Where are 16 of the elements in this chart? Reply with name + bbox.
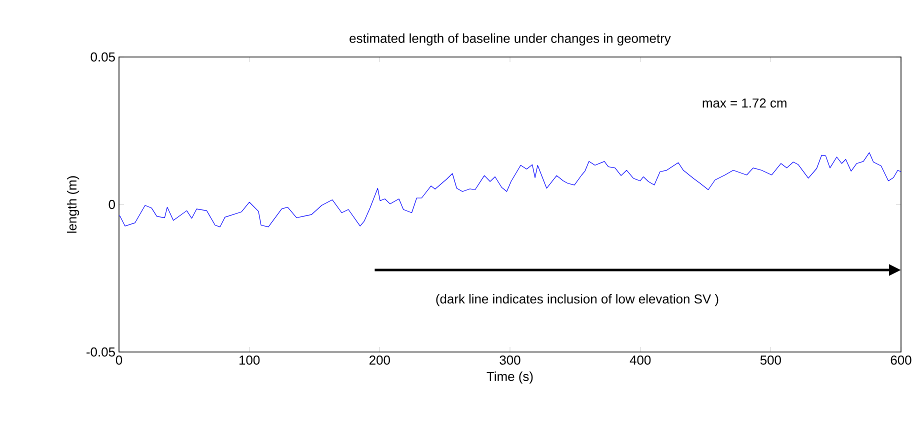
x-tick-label: 100 (240, 356, 260, 365)
y-tick-label: 0 (108, 200, 115, 210)
x-axis-title: Time (s) (486, 372, 533, 384)
chart-title: estimated length of baseline under changes in geometry (350, 33, 671, 46)
line-series (118, 152, 902, 228)
x-tick-label: 200 (370, 356, 390, 365)
annotation: max = 1.72 cm (702, 98, 786, 108)
x-tick-label: 400 (630, 356, 651, 365)
x-tick-label: 500 (760, 356, 781, 365)
x-tick-label: 300 (500, 356, 520, 365)
annotation: (dark line indicates inclusion of low elevation SV ) (436, 294, 718, 306)
x-tick-label: 0 (116, 356, 122, 365)
x-tick-label: 600 (890, 356, 912, 365)
y-axis-title: length (m) (67, 176, 80, 233)
y-tick-label: -0.05 (86, 347, 115, 357)
y-tick-label: 0.05 (90, 52, 115, 62)
